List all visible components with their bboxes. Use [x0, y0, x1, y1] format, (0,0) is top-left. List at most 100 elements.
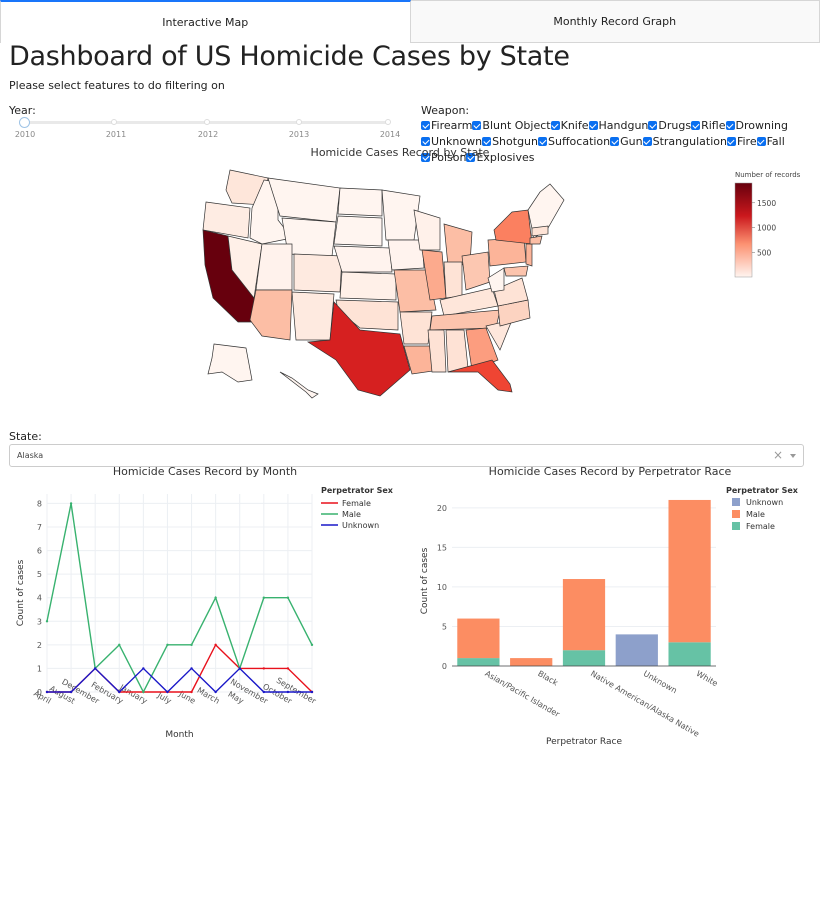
state-kansas[interactable]: [339, 271, 397, 301]
state-montana[interactable]: [267, 177, 341, 223]
bar-female-asian-pacific-islander[interactable]: [457, 658, 500, 666]
state-arkansas[interactable]: [399, 311, 433, 345]
state-new-york[interactable]: [493, 209, 533, 245]
chevron-down-icon[interactable]: [790, 454, 796, 458]
legend-label-male[interactable]: Male: [746, 510, 765, 519]
bar-female-native-american-alaska-native[interactable]: [562, 650, 606, 666]
year-slider-rail[interactable]: [24, 119, 391, 125]
state-maryland[interactable]: [503, 265, 529, 277]
data-point-unknown[interactable]: [118, 690, 121, 694]
state-virginia[interactable]: [493, 277, 529, 307]
checkbox-checked-icon[interactable]: [550, 121, 560, 130]
data-point-female[interactable]: [286, 667, 290, 670]
state-hawaii[interactable]: [279, 371, 319, 399]
month-line-chart[interactable]: 012345678AprilAugustDecemberFebruaryJanu…: [0, 478, 410, 748]
legend-swatch-male[interactable]: [732, 510, 740, 518]
state-alabama[interactable]: [445, 329, 469, 373]
data-point-male[interactable]: [142, 690, 145, 694]
data-point-female[interactable]: [262, 667, 266, 670]
year-mark-2012[interactable]: 2012: [197, 130, 219, 139]
state-dropdown[interactable]: Alaska ×: [9, 444, 804, 467]
checkbox-checked-icon[interactable]: [538, 137, 548, 146]
data-point-male[interactable]: [310, 643, 314, 647]
data-point-male[interactable]: [118, 643, 121, 647]
checkbox-checked-icon[interactable]: [472, 121, 482, 130]
data-point-unknown[interactable]: [310, 690, 314, 694]
weapon-option-drugs[interactable]: Drugs: [648, 118, 691, 133]
legend-swatch-unknown[interactable]: [732, 498, 740, 506]
checkbox-checked-icon[interactable]: [588, 121, 598, 130]
state-wisconsin[interactable]: [413, 209, 441, 251]
weapon-option-fire[interactable]: Fire: [726, 134, 757, 149]
state-florida[interactable]: [447, 359, 513, 393]
state-utah[interactable]: [255, 243, 293, 291]
choropleth-map[interactable]: Number of records 1500 1000 500: [0, 160, 822, 430]
year-slider-handle[interactable]: [19, 117, 30, 128]
bar-female-white[interactable]: [668, 642, 711, 666]
checkbox-checked-icon[interactable]: [648, 121, 658, 130]
state-texas[interactable]: [306, 301, 411, 397]
state-ohio[interactable]: [461, 251, 491, 291]
legend-label-male[interactable]: Male: [342, 510, 361, 519]
data-point-male[interactable]: [166, 643, 169, 647]
weapon-option-shotgun[interactable]: Shotgun: [482, 134, 538, 149]
legend-label-female[interactable]: Female: [746, 522, 775, 531]
checkbox-checked-icon[interactable]: [691, 121, 701, 130]
data-point-unknown[interactable]: [214, 690, 217, 694]
weapon-option-drowning[interactable]: Drowning: [725, 118, 788, 133]
state-south-dakota[interactable]: [333, 215, 383, 247]
legend-swatch-female[interactable]: [732, 522, 740, 530]
bar-male-white[interactable]: [668, 499, 711, 643]
data-point-male[interactable]: [214, 596, 217, 599]
state-massachusetts[interactable]: [531, 225, 549, 237]
legend-label-female[interactable]: Female: [342, 499, 371, 508]
state-colorado[interactable]: [293, 253, 343, 293]
weapon-option-knife[interactable]: Knife: [550, 118, 589, 133]
data-point-unknown[interactable]: [166, 690, 169, 694]
checkbox-checked-icon[interactable]: [642, 137, 652, 146]
weapon-option-gun[interactable]: Gun: [610, 134, 643, 149]
checkbox-checked-icon[interactable]: [421, 153, 430, 162]
legend-label-unknown[interactable]: Unknown: [342, 521, 379, 530]
year-mark-2013[interactable]: 2013: [288, 130, 310, 139]
state-connecticut[interactable]: [529, 235, 543, 245]
data-point-unknown[interactable]: [69, 690, 73, 694]
legend-label-unknown[interactable]: Unknown: [746, 498, 783, 507]
data-point-unknown[interactable]: [142, 667, 145, 670]
state-iowa[interactable]: [387, 239, 425, 271]
checkbox-checked-icon[interactable]: [421, 137, 430, 146]
weapon-option-rifle[interactable]: Rifle: [691, 118, 726, 133]
data-point-male[interactable]: [262, 596, 266, 599]
weapon-option-suffocation[interactable]: Suffocation: [538, 134, 610, 149]
data-point-unknown[interactable]: [238, 667, 241, 670]
state-new-mexico[interactable]: [291, 291, 335, 341]
year-mark-2014[interactable]: 2014: [379, 130, 401, 139]
checkbox-checked-icon[interactable]: [421, 121, 430, 130]
checkbox-checked-icon[interactable]: [482, 137, 492, 146]
data-point-male[interactable]: [286, 596, 290, 599]
state-north-dakota[interactable]: [337, 187, 383, 217]
weapon-option-explosives[interactable]: Explosives: [466, 150, 535, 165]
state-missouri[interactable]: [393, 269, 437, 313]
clear-icon[interactable]: ×: [772, 448, 783, 462]
bar-unknown-unknown[interactable]: [615, 634, 658, 666]
data-point-male[interactable]: [45, 620, 49, 623]
year-mark-2010[interactable]: 2010: [14, 130, 36, 139]
checkbox-checked-icon[interactable]: [610, 137, 620, 146]
bar-male-black[interactable]: [510, 658, 553, 666]
data-point-unknown[interactable]: [45, 690, 49, 694]
state-nevada[interactable]: [227, 235, 263, 299]
series-line-unknown[interactable]: [47, 667, 312, 693]
state-oregon[interactable]: [202, 201, 251, 239]
data-point-female[interactable]: [214, 643, 217, 647]
weapon-option-unknown[interactable]: Unknown: [421, 134, 482, 149]
data-point-unknown[interactable]: [286, 690, 290, 694]
state-nebraska[interactable]: [333, 245, 393, 273]
data-point-male[interactable]: [190, 643, 193, 647]
weapon-option-blunt-object[interactable]: Blunt Object: [472, 118, 551, 133]
state-new-jersey[interactable]: [525, 243, 533, 267]
data-point-female[interactable]: [190, 690, 193, 694]
checkbox-checked-icon[interactable]: [756, 137, 766, 146]
checkbox-checked-icon[interactable]: [725, 121, 735, 130]
